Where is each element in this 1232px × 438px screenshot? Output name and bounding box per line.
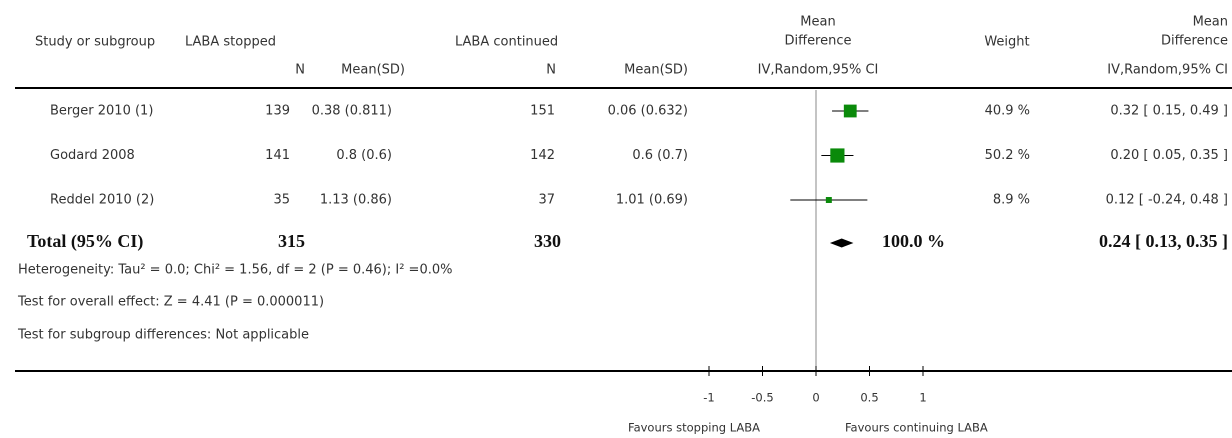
header: IV,Random,95% CI: [1107, 63, 1228, 78]
n1: 35: [273, 193, 290, 208]
x-tick-label: 0.5: [860, 391, 878, 405]
header: Mean: [800, 15, 835, 30]
header: LABA stopped: [185, 35, 276, 50]
mean-sd2: 1.01 (0.69): [616, 193, 688, 208]
mean-sd2: 0.6 (0.7): [632, 148, 688, 163]
n2: 151: [530, 104, 555, 119]
total-n1: 315: [278, 231, 305, 251]
total-effect: 0.24 [ 0.13, 0.35 ]: [1099, 231, 1228, 251]
n1: 139: [265, 104, 290, 119]
x-tick-label: -0.5: [751, 391, 773, 405]
n1: 141: [265, 148, 290, 163]
weight: 50.2 %: [985, 148, 1030, 163]
x-tick-label: 1: [919, 391, 926, 405]
n2: 142: [530, 148, 555, 163]
header: Difference: [1161, 34, 1228, 49]
subgroup-differences: Test for subgroup differences: Not appli…: [17, 328, 309, 343]
total-n2: 330: [534, 231, 561, 251]
mean-sd1: 0.38 (0.811): [312, 104, 392, 119]
header: Mean: [1193, 15, 1228, 30]
study-name: Reddel 2010 (2): [50, 193, 154, 208]
header: Study or subgroup: [35, 35, 155, 50]
mean-sd1: 1.13 (0.86): [320, 193, 392, 208]
effect-square: [843, 104, 857, 118]
favours-left: Favours stopping LABA: [628, 421, 760, 435]
header: Mean(SD): [624, 63, 688, 78]
study-name: Berger 2010 (1): [50, 104, 153, 119]
header: N: [295, 63, 305, 78]
total-weight: 100.0 %: [882, 231, 945, 251]
x-tick-label: -1: [703, 391, 714, 405]
total-diamond: [829, 238, 854, 248]
header: IV,Random,95% CI: [758, 63, 879, 78]
overall-effect: Test for overall effect: Z = 4.41 (P = 0…: [17, 295, 324, 310]
total-name: Total (95% CI): [27, 231, 143, 252]
effect: 0.32 [ 0.15, 0.49 ]: [1110, 104, 1228, 119]
effect-square: [830, 148, 845, 163]
mean-sd2: 0.06 (0.632): [608, 104, 688, 119]
header: Difference: [784, 34, 851, 49]
heterogeneity: Heterogeneity: Tau² = 0.0; Chi² = 1.56, …: [18, 263, 452, 278]
effect-square: [825, 197, 832, 203]
header: N: [546, 63, 556, 78]
header: Weight: [984, 35, 1029, 50]
x-tick-label: 0: [812, 391, 819, 405]
mean-sd1: 0.8 (0.6): [336, 148, 392, 163]
header: Mean(SD): [341, 63, 405, 78]
weight: 8.9 %: [993, 193, 1030, 208]
favours-right: Favours continuing LABA: [845, 421, 988, 435]
n2: 37: [538, 193, 555, 208]
effect: 0.20 [ 0.05, 0.35 ]: [1110, 148, 1228, 163]
header: LABA continued: [455, 35, 558, 50]
study-name: Godard 2008: [50, 148, 135, 163]
weight: 40.9 %: [985, 104, 1030, 119]
effect: 0.12 [ -0.24, 0.48 ]: [1106, 193, 1228, 208]
